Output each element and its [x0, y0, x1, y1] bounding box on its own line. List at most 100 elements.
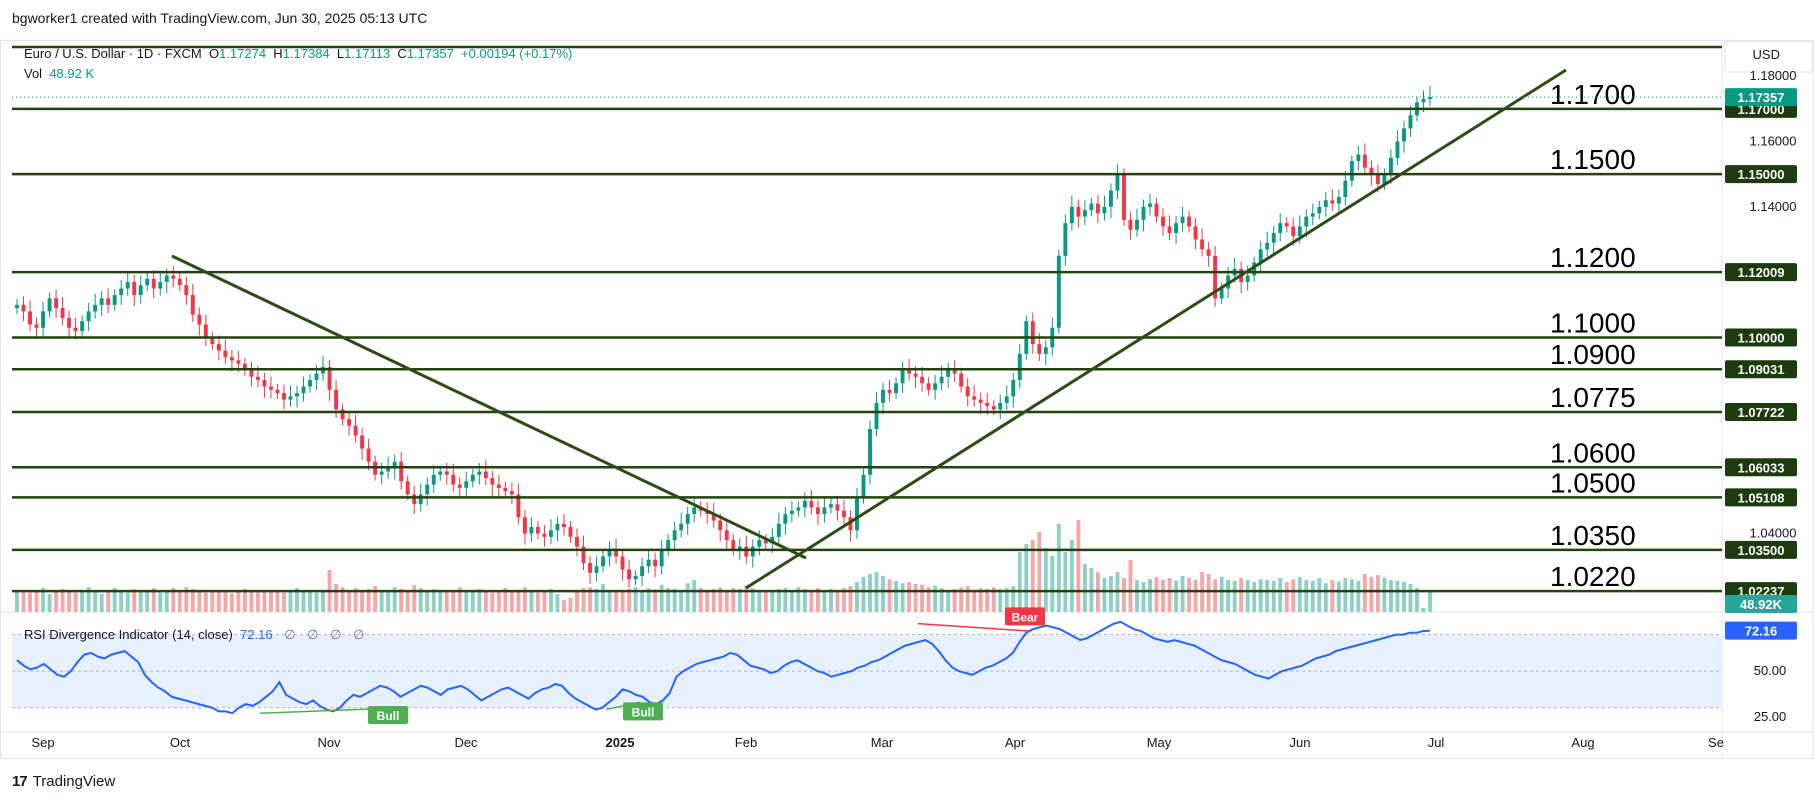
candle-body[interactable] [620, 556, 625, 570]
candle-body[interactable] [666, 540, 671, 550]
candle-body[interactable] [1154, 203, 1159, 217]
candle-body[interactable] [1135, 219, 1139, 230]
candle-body[interactable] [874, 402, 879, 430]
candle-body[interactable] [1011, 380, 1016, 397]
candle-body[interactable] [1252, 262, 1257, 276]
candle-body[interactable] [73, 327, 78, 331]
downtrend-line[interactable] [171, 254, 807, 560]
candle-body[interactable] [542, 533, 547, 537]
candle-body[interactable] [41, 311, 45, 328]
candle-body[interactable] [672, 530, 677, 541]
candle-body[interactable] [496, 484, 501, 488]
candle-body[interactable] [138, 285, 143, 296]
candle-body[interactable] [418, 494, 423, 505]
candle-body[interactable] [242, 363, 247, 371]
candle-body[interactable] [216, 344, 221, 351]
candle-body[interactable] [301, 386, 306, 394]
candle-body[interactable] [848, 517, 853, 531]
candle-body[interactable] [900, 370, 905, 384]
candle-body[interactable] [54, 298, 59, 309]
candle-body[interactable] [119, 288, 124, 296]
candle-body[interactable] [392, 461, 397, 469]
candle-body[interactable] [757, 540, 762, 547]
candle-body[interactable] [802, 500, 807, 508]
candle-body[interactable] [34, 324, 39, 328]
candle-body[interactable] [190, 295, 195, 315]
candle-body[interactable] [529, 527, 534, 534]
candle-body[interactable] [1323, 200, 1328, 207]
candle-body[interactable] [366, 448, 371, 462]
candle-body[interactable] [1122, 174, 1126, 220]
candle-body[interactable] [763, 540, 768, 544]
candle-body[interactable] [815, 507, 820, 514]
candle-body[interactable] [1030, 321, 1035, 345]
candle-body[interactable] [1167, 226, 1172, 233]
candle-body[interactable] [861, 474, 866, 498]
candle-body[interactable] [1402, 128, 1406, 142]
candle-body[interactable] [828, 504, 833, 508]
candle-body[interactable] [1349, 161, 1354, 181]
candle-body[interactable] [1258, 249, 1263, 263]
candle-body[interactable] [575, 536, 579, 547]
candle-body[interactable] [1082, 210, 1087, 217]
candle-body[interactable] [1356, 154, 1361, 162]
candle-body[interactable] [210, 337, 215, 345]
candle-body[interactable] [659, 549, 664, 567]
candle-body[interactable] [1004, 396, 1009, 403]
candle-body[interactable] [431, 474, 436, 485]
candle-body[interactable] [229, 357, 234, 361]
candle-body[interactable] [1148, 203, 1152, 207]
candle-body[interactable] [47, 298, 52, 312]
uptrend-line[interactable] [745, 68, 1567, 590]
candle-body[interactable] [1395, 141, 1400, 158]
candle-body[interactable] [308, 380, 312, 387]
candle-body[interactable] [1408, 115, 1413, 129]
candle-body[interactable] [347, 419, 352, 426]
candle-body[interactable] [946, 370, 951, 377]
candle-body[interactable] [711, 513, 716, 521]
candle-body[interactable] [581, 546, 586, 563]
candle-body[interactable] [184, 285, 189, 296]
candle-body[interactable] [959, 373, 964, 387]
candle-body[interactable] [197, 314, 202, 325]
candle-body[interactable] [1017, 353, 1022, 381]
rsi-legend[interactable]: RSI Divergence Indicator (14, close) 72.… [24, 627, 364, 643]
candle-body[interactable] [490, 478, 495, 485]
candle-body[interactable] [555, 523, 560, 531]
candle-body[interactable] [151, 278, 156, 289]
candle-body[interactable] [1161, 216, 1165, 227]
candle-body[interactable] [1187, 216, 1192, 227]
candle-body[interactable] [1271, 232, 1276, 243]
candle-body[interactable] [1069, 206, 1074, 224]
candle-body[interactable] [1180, 216, 1185, 224]
candle-body[interactable] [718, 520, 723, 531]
candle-body[interactable] [1304, 216, 1309, 227]
candle-body[interactable] [295, 393, 299, 397]
candle-body[interactable] [288, 396, 293, 400]
candle-body[interactable] [1278, 223, 1283, 233]
candle-body[interactable] [477, 471, 482, 475]
candle-body[interactable] [1265, 242, 1270, 250]
candle-body[interactable] [86, 311, 91, 322]
candle-body[interactable] [776, 523, 781, 537]
candle-body[interactable] [28, 311, 32, 325]
candle-body[interactable] [750, 546, 755, 557]
candle-body[interactable] [868, 429, 872, 475]
candle-body[interactable] [965, 386, 970, 397]
candle-body[interactable] [972, 396, 977, 400]
candle-body[interactable] [1245, 275, 1250, 282]
candle-body[interactable] [737, 546, 742, 550]
candle-body[interactable] [646, 559, 651, 567]
candle-body[interactable] [275, 389, 280, 394]
candle-body[interactable] [1043, 347, 1048, 354]
candle-body[interactable] [952, 370, 957, 374]
candle-body[interactable] [1330, 200, 1335, 204]
divergence-badge[interactable] [623, 702, 663, 721]
candle-body[interactable] [444, 471, 449, 475]
candle-body[interactable] [679, 523, 684, 531]
candle-body[interactable] [548, 530, 553, 537]
candle-body[interactable] [1089, 203, 1094, 211]
candle-body[interactable] [112, 295, 117, 305]
candle-body[interactable] [457, 484, 462, 488]
